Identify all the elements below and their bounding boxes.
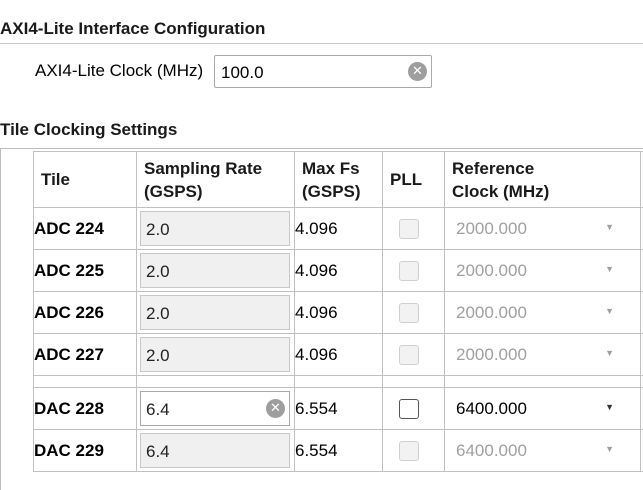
pll-checkbox xyxy=(399,441,419,461)
sampling-rate-input: 2.0 xyxy=(140,337,290,372)
clear-icon[interactable]: ✕ xyxy=(266,399,285,418)
reference-clock-select: 6400.000 ▼ xyxy=(444,429,641,472)
overflow-cell xyxy=(640,429,643,472)
chevron-down-icon[interactable]: ▼ xyxy=(605,402,614,412)
tile-name: ADC 227 xyxy=(33,333,137,376)
axi-clock-input[interactable]: 100.0 ✕ xyxy=(214,55,432,88)
axi-section-divider xyxy=(0,43,643,44)
reference-clock-value: 2000.000 xyxy=(456,345,527,364)
reference-clock-value: 2000.000 xyxy=(456,219,527,238)
pll-checkbox xyxy=(399,345,419,365)
tile-name: DAC 229 xyxy=(33,429,137,472)
sampling-rate-value: 6.4 xyxy=(146,442,170,461)
table-spacer-row xyxy=(33,375,643,388)
pll-cell xyxy=(382,333,445,376)
pll-checkbox xyxy=(399,261,419,281)
reference-clock-select: 2000.000 ▼ xyxy=(444,249,641,292)
reference-clock-select: 2000.000 ▼ xyxy=(444,207,641,250)
sampling-rate-cell: 2.0 xyxy=(136,333,295,376)
reference-clock-select[interactable]: 6400.000 ▼ xyxy=(444,387,641,430)
axi-clock-label: AXI4-Lite Clock (MHz) xyxy=(35,61,204,80)
sampling-rate-cell: 2.0 xyxy=(136,291,295,334)
chevron-down-icon: ▼ xyxy=(605,306,614,316)
max-fs-value: 6.554 xyxy=(294,387,383,430)
col-header-sampling-rate: Sampling Rate (GSPS) xyxy=(136,151,295,208)
sampling-rate-value: 2.0 xyxy=(146,220,170,239)
pll-cell xyxy=(382,249,445,292)
table-row: ADC 227 2.0 4.096 2000.000 ▼ xyxy=(33,333,643,376)
max-fs-value: 4.096 xyxy=(294,291,383,334)
reference-clock-value: 2000.000 xyxy=(456,261,527,280)
sampling-rate-value: 2.0 xyxy=(146,346,170,365)
sampling-rate-cell: 2.0 xyxy=(136,207,295,250)
col-header-reference-clock: Reference Clock (MHz) xyxy=(444,151,641,208)
reference-clock-value: 6400.000 xyxy=(456,399,527,418)
chevron-down-icon: ▼ xyxy=(605,444,614,454)
pll-checkbox xyxy=(399,219,419,239)
sampling-rate-input: 2.0 xyxy=(140,253,290,288)
pll-cell xyxy=(382,207,445,250)
sampling-rate-cell: 6.4 ✕ xyxy=(136,387,295,430)
col-header-tile: Tile xyxy=(33,151,137,208)
chevron-down-icon: ▼ xyxy=(605,348,614,358)
sampling-rate-input: 6.4 xyxy=(140,433,290,468)
tile-section-title: Tile Clocking Settings xyxy=(0,120,178,139)
chevron-down-icon: ▼ xyxy=(605,222,614,232)
reference-clock-select: 2000.000 ▼ xyxy=(444,291,641,334)
max-fs-value: 4.096 xyxy=(294,249,383,292)
tile-name: ADC 226 xyxy=(33,291,137,334)
max-fs-value: 4.096 xyxy=(294,333,383,376)
pll-cell xyxy=(382,387,445,430)
col-header-pll: PLL xyxy=(382,151,445,208)
reference-clock-value: 6400.000 xyxy=(456,441,527,460)
sampling-rate-value: 2.0 xyxy=(146,262,170,281)
table-row: ADC 225 2.0 4.096 2000.000 ▼ xyxy=(33,249,643,292)
sampling-rate-input: 2.0 xyxy=(140,211,290,246)
sampling-rate-cell: 6.4 xyxy=(136,429,295,472)
sampling-rate-input[interactable]: 6.4 ✕ xyxy=(140,391,290,426)
max-fs-value: 6.554 xyxy=(294,429,383,472)
tile-name: ADC 224 xyxy=(33,207,137,250)
sampling-rate-input: 2.0 xyxy=(140,295,290,330)
pll-cell xyxy=(382,429,445,472)
table-row: DAC 229 6.4 6.554 6400.000 ▼ xyxy=(33,429,643,472)
table-row: ADC 226 2.0 4.096 2000.000 ▼ xyxy=(33,291,643,334)
pll-checkbox xyxy=(399,303,419,323)
chevron-down-icon: ▼ xyxy=(605,264,614,274)
table-header-row: Tile Sampling Rate (GSPS) Max Fs (GSPS) PL… xyxy=(33,151,643,208)
table-row: DAC 228 6.4 ✕ 6.554 6400.000 ▼ xyxy=(33,387,643,430)
sampling-rate-value[interactable]: 6.4 xyxy=(146,400,170,419)
reference-clock-select: 2000.000 ▼ xyxy=(444,333,641,376)
axi-section-title: AXI4-Lite Interface Configuration xyxy=(0,19,266,38)
sampling-rate-value: 2.0 xyxy=(146,304,170,323)
clear-icon[interactable]: ✕ xyxy=(408,62,427,81)
table-row: ADC 224 2.0 4.096 2000.000 ▼ xyxy=(33,207,643,250)
max-fs-value: 4.096 xyxy=(294,207,383,250)
pll-cell xyxy=(382,291,445,334)
tile-name: DAC 228 xyxy=(33,387,137,430)
axi-clock-value[interactable]: 100.0 xyxy=(221,63,264,82)
col-header-max-fs: Max Fs (GSPS) xyxy=(294,151,383,208)
tile-clocking-table: Tile Sampling Rate (GSPS) Max Fs (GSPS) PL… xyxy=(33,151,643,472)
pll-checkbox[interactable] xyxy=(399,399,419,419)
tile-section-frame xyxy=(0,148,643,490)
reference-clock-value: 2000.000 xyxy=(456,303,527,322)
sampling-rate-cell: 2.0 xyxy=(136,249,295,292)
tile-name: ADC 225 xyxy=(33,249,137,292)
